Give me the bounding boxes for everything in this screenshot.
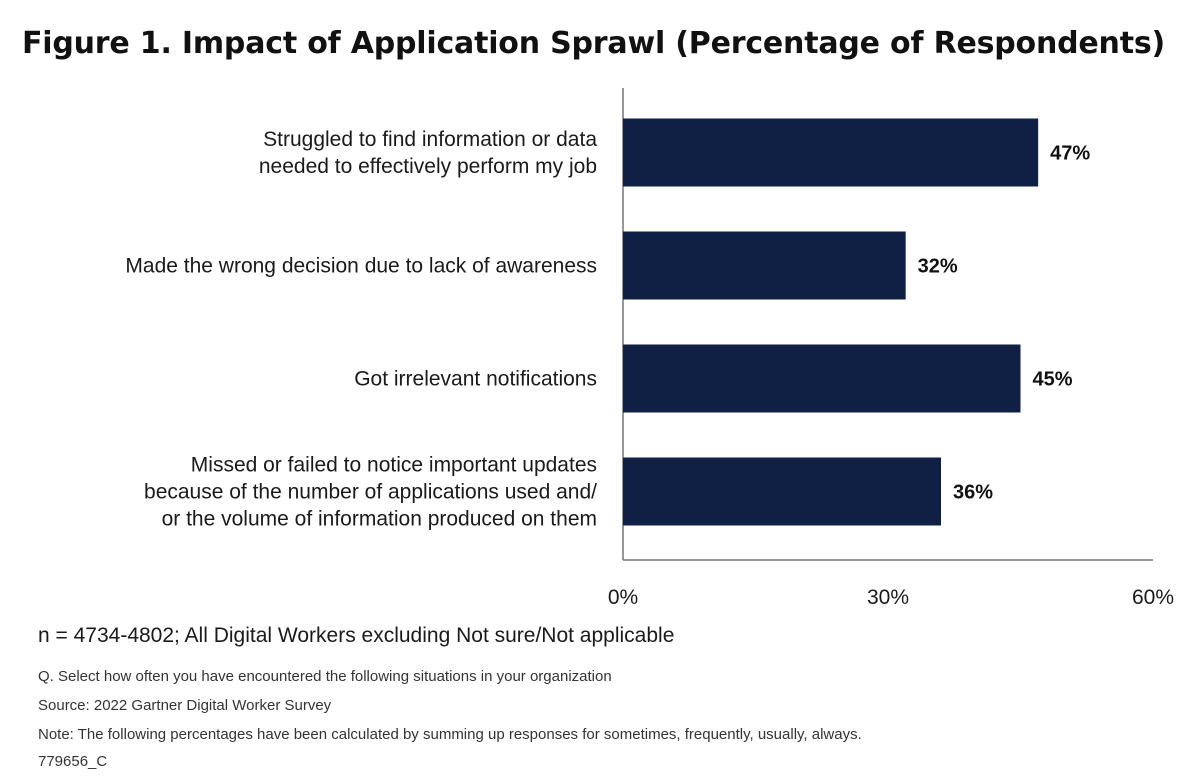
x-tick-label-2: 30%: [867, 586, 909, 609]
value-label-4: 36%: [953, 482, 993, 504]
source-note: Source: 2022 Gartner Digital Worker Surv…: [38, 697, 332, 714]
category-label-4-line-2: because of the number of applications us…: [144, 481, 597, 504]
category-label-4-line-1: Missed or failed to notice important upd…: [191, 454, 597, 477]
category-label-1-line-1: Struggled to find information or data: [263, 128, 597, 151]
category-label-3-line-1: Got irrelevant notifications: [354, 368, 597, 391]
x-tick-label-1: 0%: [608, 586, 638, 609]
bar-chart: 47% Struggled to find information or data…: [125, 88, 1174, 609]
category-label-1-line-2: needed to effectively perform my job: [259, 155, 597, 178]
value-label-3: 45%: [1033, 369, 1073, 391]
bar-4: [623, 457, 941, 526]
bar-3: [623, 344, 1021, 413]
category-label-4-line-3: or the volume of information produced on…: [162, 508, 597, 531]
bar-2: [623, 231, 906, 300]
chart-title: Figure 1. Impact of Application Sprawl (…: [22, 26, 1166, 61]
methodology-note: Note: The following percentages have bee…: [38, 726, 862, 743]
figure-id: 779656_C: [38, 753, 108, 770]
value-label-1: 47%: [1050, 143, 1090, 165]
bar-1: [623, 118, 1039, 187]
value-label-2: 32%: [918, 256, 958, 278]
category-label-2-line-1: Made the wrong decision due to lack of a…: [125, 255, 597, 278]
x-tick-label-3: 60%: [1132, 586, 1174, 609]
survey-question-note: Q. Select how often you have encountered…: [38, 668, 612, 685]
sample-size-note: n = 4734-4802; All Digital Workers exclu…: [38, 624, 675, 647]
